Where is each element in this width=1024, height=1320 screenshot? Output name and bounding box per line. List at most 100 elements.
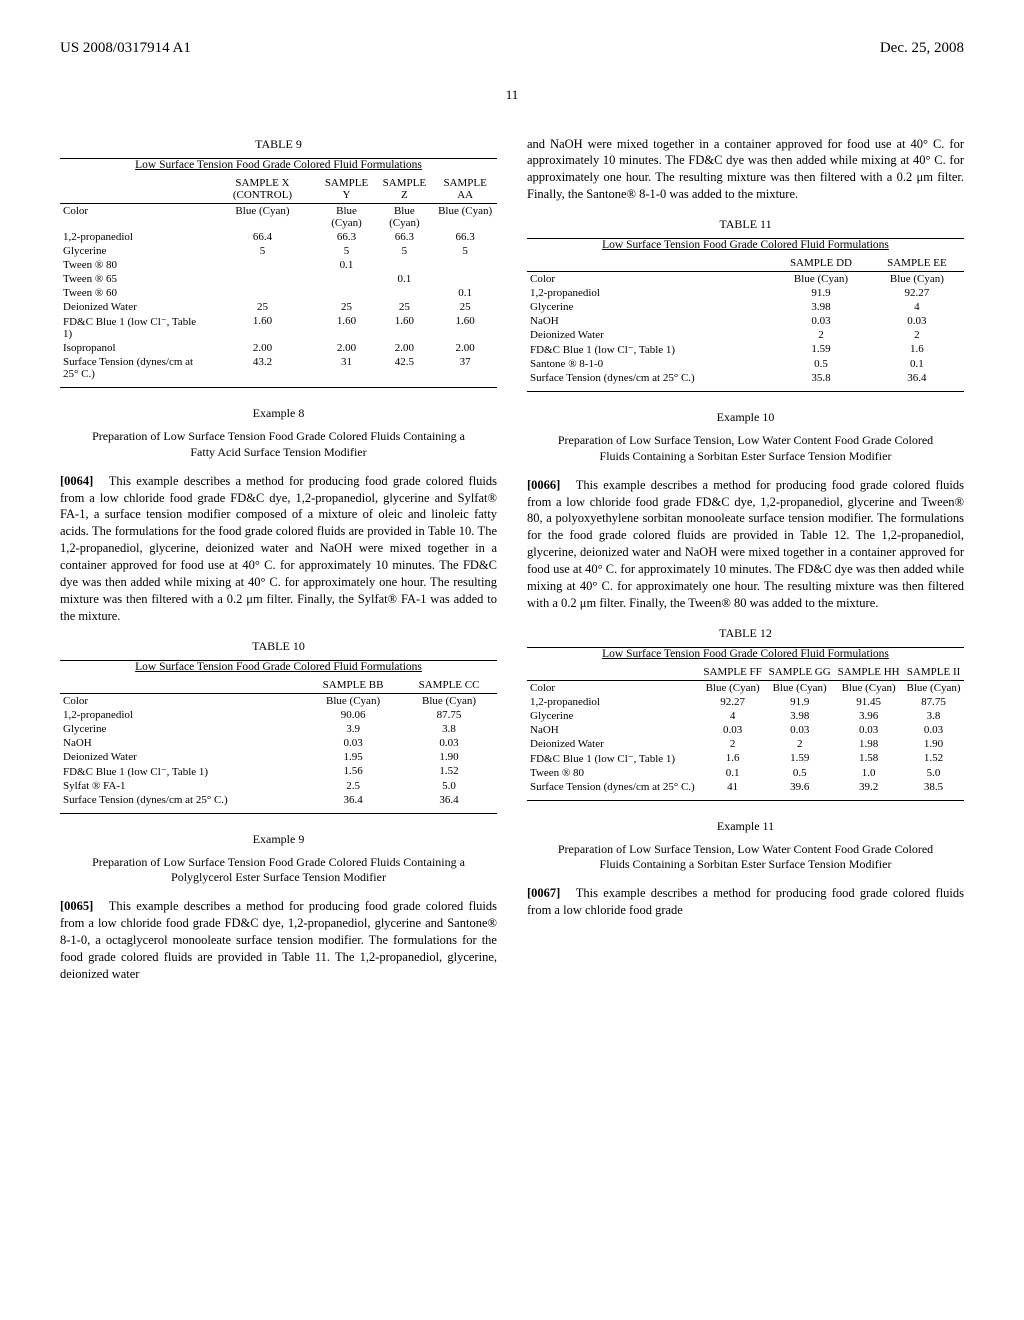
table-cell: Blue (Cyan) [700,681,765,695]
column-header [527,255,772,271]
column-header: SAMPLE DD [772,255,870,271]
table-row: 1,2-propanediol92.2791.991.4587.75 [527,695,964,709]
para-body-0064: This example describes a method for prod… [60,474,497,623]
table-row: Glycerine5555 [60,244,497,258]
table-cell: 2 [700,737,765,751]
example10-paragraph: [0066] This example describes a method f… [527,477,964,612]
table-cell: 0.03 [401,736,497,750]
table-cell: Blue (Cyan) [207,204,317,230]
table-cell: 42.5 [375,355,433,381]
pub-number: US 2008/0317914 A1 [60,40,191,57]
table-cell: Deionized Water [527,328,772,342]
table-row: FD&C Blue 1 (low Cl⁻, Table 1)1.61.591.5… [527,751,964,766]
para-body-0067: This example describes a method for prod… [527,886,964,917]
table-row: Tween ® 800.1 [60,258,497,272]
table-cell: 25 [318,300,376,314]
table-cell: Color [527,681,700,695]
example11-paragraph: [0067] This example describes a method f… [527,885,964,919]
table-cell: Color [60,694,305,708]
table-cell: 5 [207,244,317,258]
table-cell: Color [60,204,207,230]
table-row: NaOH0.030.03 [60,736,497,750]
table-cell: 3.98 [765,709,834,723]
table-cell: 0.1 [318,258,376,272]
table10-caption: Low Surface Tension Food Grade Colored F… [60,661,497,673]
table-cell: 91.9 [772,286,870,300]
column-header [527,664,700,680]
table-cell [318,286,376,300]
table-row: 1,2-propanediol90.0687.75 [60,708,497,722]
example11-subtitle: Preparation of Low Surface Tension, Low … [551,842,940,873]
table-cell: NaOH [527,723,700,737]
table-cell: Surface Tension (dynes/cm at 25° C.) [527,780,700,794]
table10-label: TABLE 10 [60,639,497,654]
table-cell: 66.4 [207,230,317,244]
table-cell [375,286,433,300]
table-cell: 25 [207,300,317,314]
table-cell: 2 [765,737,834,751]
table-cell: 1.90 [401,750,497,764]
table-cell: Deionized Water [60,750,305,764]
table-cell: Santone ® 8-1-0 [527,357,772,371]
column-header: SAMPLE EE [870,255,964,271]
table-cell: 0.03 [700,723,765,737]
example9-title: Example 9 [60,832,497,847]
table-cell: 2.00 [375,341,433,355]
table-cell: Blue (Cyan) [401,694,497,708]
table-cell: Glycerine [527,709,700,723]
table-cell: 2.00 [318,341,376,355]
right-column: and NaOH were mixed together in a contai… [527,123,964,991]
table-row: Surface Tension (dynes/cm at 25° C.) 36.4… [60,793,497,807]
table-cell: 1.60 [207,314,317,341]
table-row: ColorBlue (Cyan)Blue (Cyan) [527,272,964,286]
continued-paragraph: and NaOH were mixed together in a contai… [527,136,964,204]
table-cell: 90.06 [305,708,401,722]
table-cell: 31 [318,355,376,381]
table11: SAMPLE DDSAMPLE EE ColorBlue (Cyan)Blue … [527,255,964,385]
table-cell: 2 [870,328,964,342]
table-cell: Surface Tension (dynes/cm at 25° C.) [527,371,772,385]
table-row: 1,2-propanediol66.466.366.366.3 [60,230,497,244]
table-cell: 1.6 [870,342,964,357]
column-header: SAMPLE Z [375,175,433,203]
example10-subtitle: Preparation of Low Surface Tension, Low … [551,433,940,464]
table-cell: Glycerine [60,244,207,258]
table-cell: 1,2-propanediol [60,708,305,722]
table-cell: 1.6 [700,751,765,766]
table-cell: 1.58 [834,751,903,766]
table-cell: Blue (Cyan) [903,681,964,695]
table-cell: 87.75 [401,708,497,722]
table-cell: 1.59 [765,751,834,766]
table-cell: 0.1 [375,272,433,286]
table11-caption: Low Surface Tension Food Grade Colored F… [527,239,964,251]
table-cell: 91.45 [834,695,903,709]
table-cell: 4 [700,709,765,723]
column-header: SAMPLE HH [834,664,903,680]
column-header: SAMPLE FF [700,664,765,680]
table-cell: 36.4 [870,371,964,385]
table-cell: Glycerine [60,722,305,736]
table-row: Deionized Water25252525 [60,300,497,314]
column-header: SAMPLE Y [318,175,376,203]
table-cell: 1.59 [772,342,870,357]
column-header: SAMPLE II [903,664,964,680]
table-cell: 3.9 [305,722,401,736]
table-cell: 41 [700,780,765,794]
table-cell: Tween ® 80 [527,766,700,780]
table-cell: 25 [433,300,497,314]
column-header: SAMPLE BB [305,677,401,693]
table-cell: NaOH [527,314,772,328]
column-header: SAMPLE X (CONTROL) [207,175,317,203]
table-cell: 2.5 [305,779,401,793]
table-row: Surface Tension (dynes/cm at 25° C.)4139… [527,780,964,794]
table-cell: 1.95 [305,750,401,764]
table12-caption: Low Surface Tension Food Grade Colored F… [527,648,964,660]
table-cell: Color [527,272,772,286]
table-cell: 2 [772,328,870,342]
table-cell: 5 [433,244,497,258]
example8-title: Example 8 [60,406,497,421]
table-cell: NaOH [60,736,305,750]
table-cell: 36.4 [401,793,497,807]
table-cell: Surface Tension (dynes/cm at 25° C.) [60,793,305,807]
table-cell: 1.98 [834,737,903,751]
